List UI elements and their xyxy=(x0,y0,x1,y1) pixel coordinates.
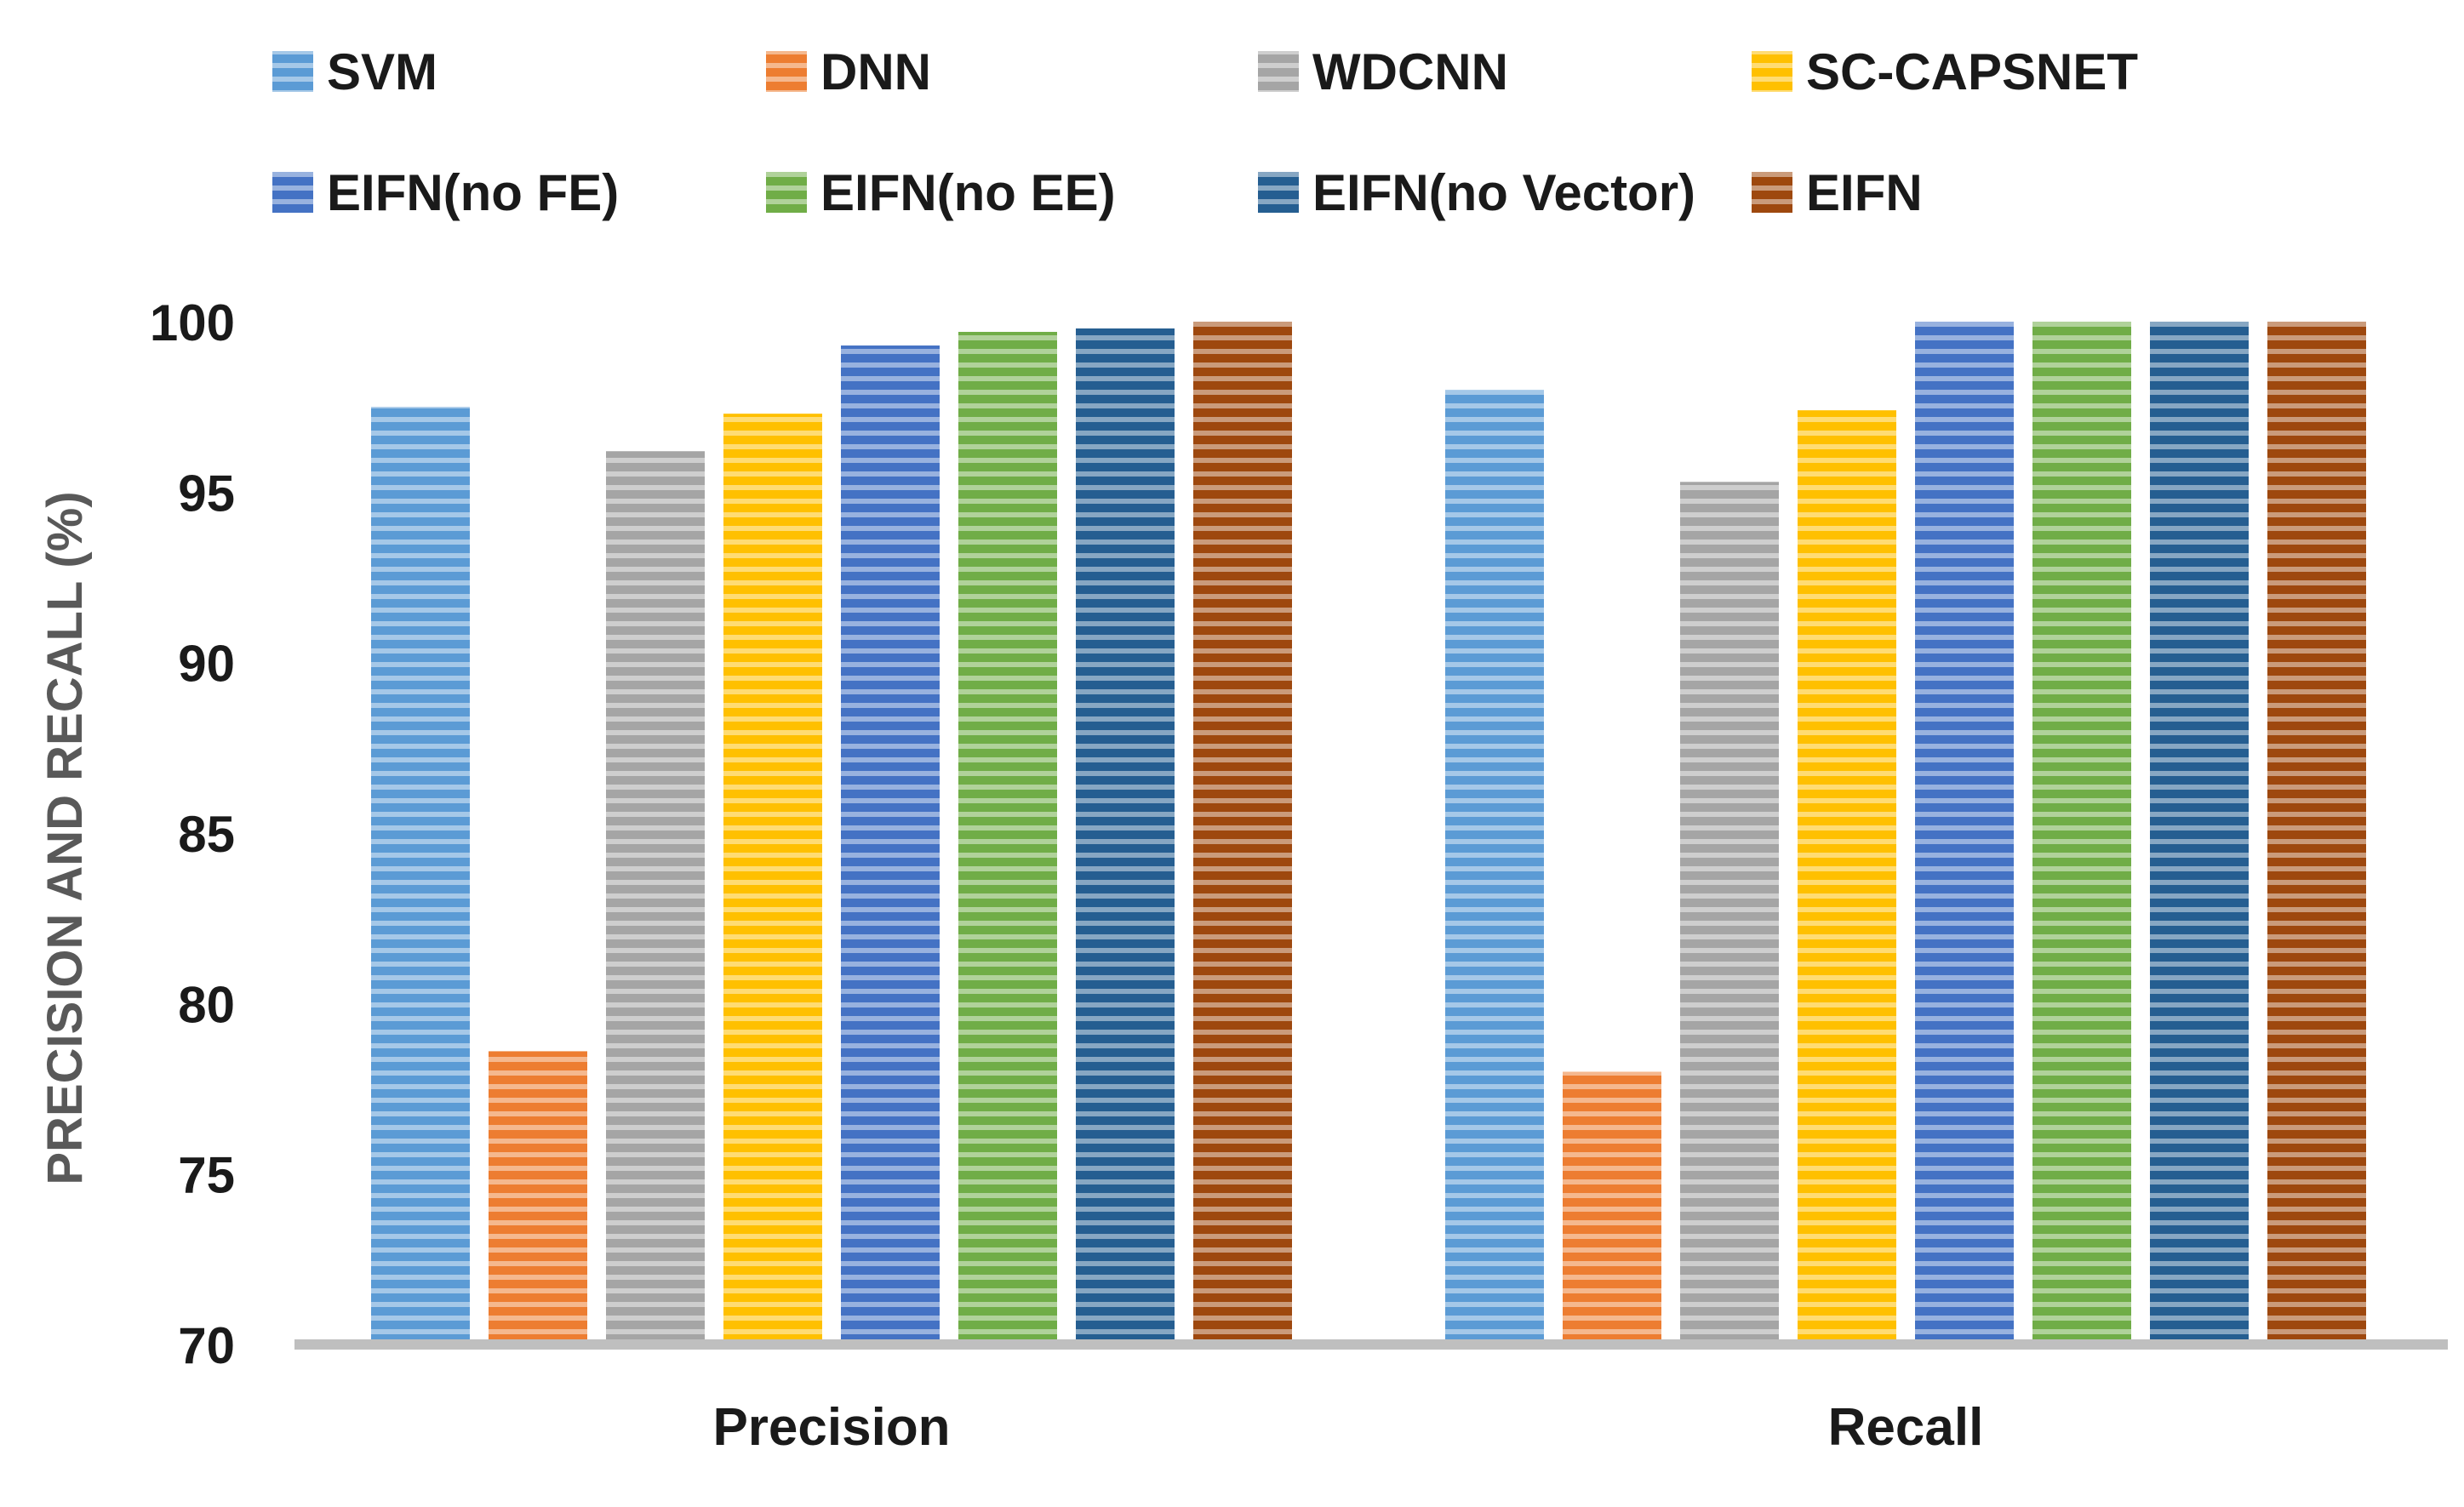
bar-precision-eifn-no-vector: EIFN(no Vector): 99.8 xyxy=(1076,328,1175,1345)
legend-label: EIFN(no FE) xyxy=(327,164,619,221)
legend-label: SC-CAPSNET xyxy=(1806,43,2138,100)
bar-precision-svm: SVM: 97.5 xyxy=(371,407,470,1345)
bar-precision-eifn-no-fe: EIFN(no FE): 99.3 xyxy=(841,345,940,1345)
legend-item-sc-capsnet: SC-CAPSNET xyxy=(1752,43,2138,100)
y-tick-label: 80 xyxy=(178,976,235,1033)
bar-precision-eifn-no-ee: EIFN(no EE): 99.7 xyxy=(958,332,1057,1344)
legend-label: EIFN xyxy=(1806,164,1923,221)
bar-precision-eifn: EIFN: 100 xyxy=(1193,322,1292,1344)
legend-label: EIFN(no Vector) xyxy=(1312,164,1695,221)
legend-item-svm: SVM xyxy=(272,43,437,100)
bar-precision-sc-capsnet: SC-CAPSNET: 97.3 xyxy=(723,414,822,1345)
bar-recall-dnn: DNN: 78 xyxy=(1563,1071,1661,1344)
bar-precision-wdcnn: WDCNN: 96.2 xyxy=(606,451,705,1344)
legend-swatch xyxy=(1258,51,1299,92)
legend-label: EIFN(no EE) xyxy=(820,164,1116,221)
bars: SVM: 97.5DNN: 78.6WDCNN: 96.2SC-CAPSNET:… xyxy=(371,322,2366,1345)
y-tick-label: 70 xyxy=(178,1317,235,1374)
legend-item-eifn-no-fe: EIFN(no FE) xyxy=(272,164,619,221)
legend: SVM DNN WDCNN SC-CAPSNET EIFN(no FE) EIFN(no … xyxy=(272,43,2138,221)
legend-label: DNN xyxy=(820,43,931,100)
y-axis-ticks: 70 75 80 85 90 95 100 xyxy=(150,294,235,1374)
legend-item-wdcnn: WDCNN xyxy=(1258,43,1508,100)
y-tick-label: 95 xyxy=(178,465,235,522)
legend-swatch xyxy=(1752,51,1792,92)
y-axis-title: PRECISION AND RECALL (%) xyxy=(37,491,93,1184)
bar-recall-svm: SVM: 98 xyxy=(1445,390,1544,1345)
legend-swatch xyxy=(272,51,313,92)
bar-recall-eifn: EIFN: 100 xyxy=(2267,322,2366,1344)
legend-label: SVM xyxy=(327,43,437,100)
y-tick-label: 85 xyxy=(178,806,235,863)
legend-item-eifn-no-vector: EIFN(no Vector) xyxy=(1258,164,1695,221)
bar-recall-eifn-no-fe: EIFN(no FE): 100 xyxy=(1915,322,2014,1344)
legend-item-eifn: EIFN xyxy=(1752,164,1923,221)
category-labels: Precision Recall xyxy=(712,1398,1983,1457)
legend-swatch xyxy=(766,51,807,92)
y-tick-label: 75 xyxy=(178,1147,235,1204)
x-category-label-precision: Precision xyxy=(712,1398,950,1457)
x-category-label-recall: Recall xyxy=(1828,1398,1984,1457)
legend-swatch xyxy=(1752,172,1792,213)
bar-recall-sc-capsnet: SC-CAPSNET: 97.4 xyxy=(1798,410,1896,1344)
x-axis-line xyxy=(294,1339,2448,1350)
legend-label: WDCNN xyxy=(1312,43,1508,100)
legend-item-eifn-no-ee: EIFN(no EE) xyxy=(766,164,1116,221)
legend-item-dnn: DNN xyxy=(766,43,931,100)
bar-precision-dnn: DNN: 78.6 xyxy=(489,1051,587,1344)
bar-recall-eifn-no-vector: EIFN(no Vector): 100 xyxy=(2150,322,2249,1344)
y-tick-label: 90 xyxy=(178,636,235,693)
legend-swatch xyxy=(766,172,807,213)
legend-swatch xyxy=(1258,172,1299,213)
legend-swatch xyxy=(272,172,313,213)
bar-recall-wdcnn: WDCNN: 95.3 xyxy=(1680,482,1779,1344)
y-tick-label: 100 xyxy=(150,294,235,351)
bar-recall-eifn-no-ee: EIFN(no EE): 100 xyxy=(2032,322,2131,1344)
